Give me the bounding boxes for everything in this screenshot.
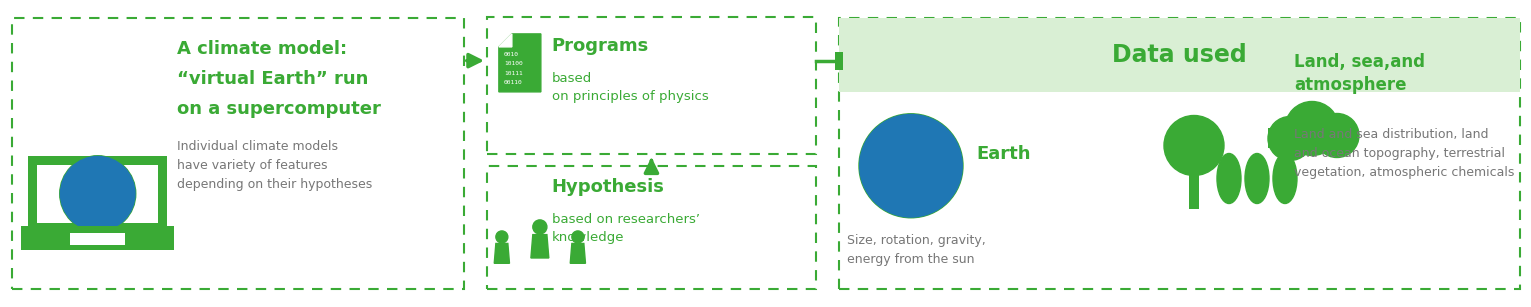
Ellipse shape xyxy=(67,164,127,223)
Ellipse shape xyxy=(886,123,928,185)
Ellipse shape xyxy=(98,190,116,212)
Text: Individual climate models
have variety of features
depending on their hypotheses: Individual climate models have variety o… xyxy=(178,140,372,192)
FancyBboxPatch shape xyxy=(21,226,175,250)
Ellipse shape xyxy=(1272,154,1297,204)
Text: 10100: 10100 xyxy=(504,61,522,66)
FancyBboxPatch shape xyxy=(70,233,126,245)
Polygon shape xyxy=(499,34,511,47)
Polygon shape xyxy=(495,243,510,263)
Text: 0010: 0010 xyxy=(504,52,519,57)
FancyBboxPatch shape xyxy=(1190,164,1199,208)
Ellipse shape xyxy=(60,156,136,232)
Text: 00110: 00110 xyxy=(504,80,522,85)
Ellipse shape xyxy=(1217,154,1242,204)
Polygon shape xyxy=(531,235,548,258)
Ellipse shape xyxy=(919,163,940,193)
Circle shape xyxy=(1268,116,1312,161)
Circle shape xyxy=(1164,115,1223,176)
Text: on a supercomputer: on a supercomputer xyxy=(178,100,381,119)
Polygon shape xyxy=(570,243,585,263)
Text: Size, rotation, gravity,
energy from the sun: Size, rotation, gravity, energy from the… xyxy=(847,234,986,266)
Text: Data used: Data used xyxy=(1112,43,1248,67)
Circle shape xyxy=(1285,102,1340,156)
Circle shape xyxy=(496,231,508,243)
Circle shape xyxy=(60,156,136,232)
Text: Land, sea,and
atmosphere: Land, sea,and atmosphere xyxy=(1294,53,1425,94)
Circle shape xyxy=(1315,114,1360,157)
FancyBboxPatch shape xyxy=(28,156,167,232)
Text: based on researchers’
knowledge: based on researchers’ knowledge xyxy=(551,213,700,244)
FancyBboxPatch shape xyxy=(1268,129,1356,149)
Ellipse shape xyxy=(73,163,106,205)
Text: Earth: Earth xyxy=(975,145,1030,163)
Text: based
on principles of physics: based on principles of physics xyxy=(551,72,709,103)
Circle shape xyxy=(533,220,547,234)
Text: Programs: Programs xyxy=(551,37,649,55)
Text: 10111: 10111 xyxy=(504,71,522,76)
FancyBboxPatch shape xyxy=(834,52,844,70)
Text: “virtual Earth” run: “virtual Earth” run xyxy=(178,70,369,88)
FancyBboxPatch shape xyxy=(839,18,1520,92)
Circle shape xyxy=(859,114,963,218)
Polygon shape xyxy=(499,34,540,92)
Circle shape xyxy=(859,114,963,218)
Circle shape xyxy=(573,231,583,243)
Ellipse shape xyxy=(1245,154,1269,204)
Circle shape xyxy=(867,122,955,210)
Text: A climate model:: A climate model: xyxy=(178,41,348,58)
Text: Hypothesis: Hypothesis xyxy=(551,178,664,196)
Text: Land and sea distribution, land
and ocean topography, terrestrial
vegetation, at: Land and sea distribution, land and ocea… xyxy=(1294,128,1514,179)
FancyBboxPatch shape xyxy=(37,165,158,223)
